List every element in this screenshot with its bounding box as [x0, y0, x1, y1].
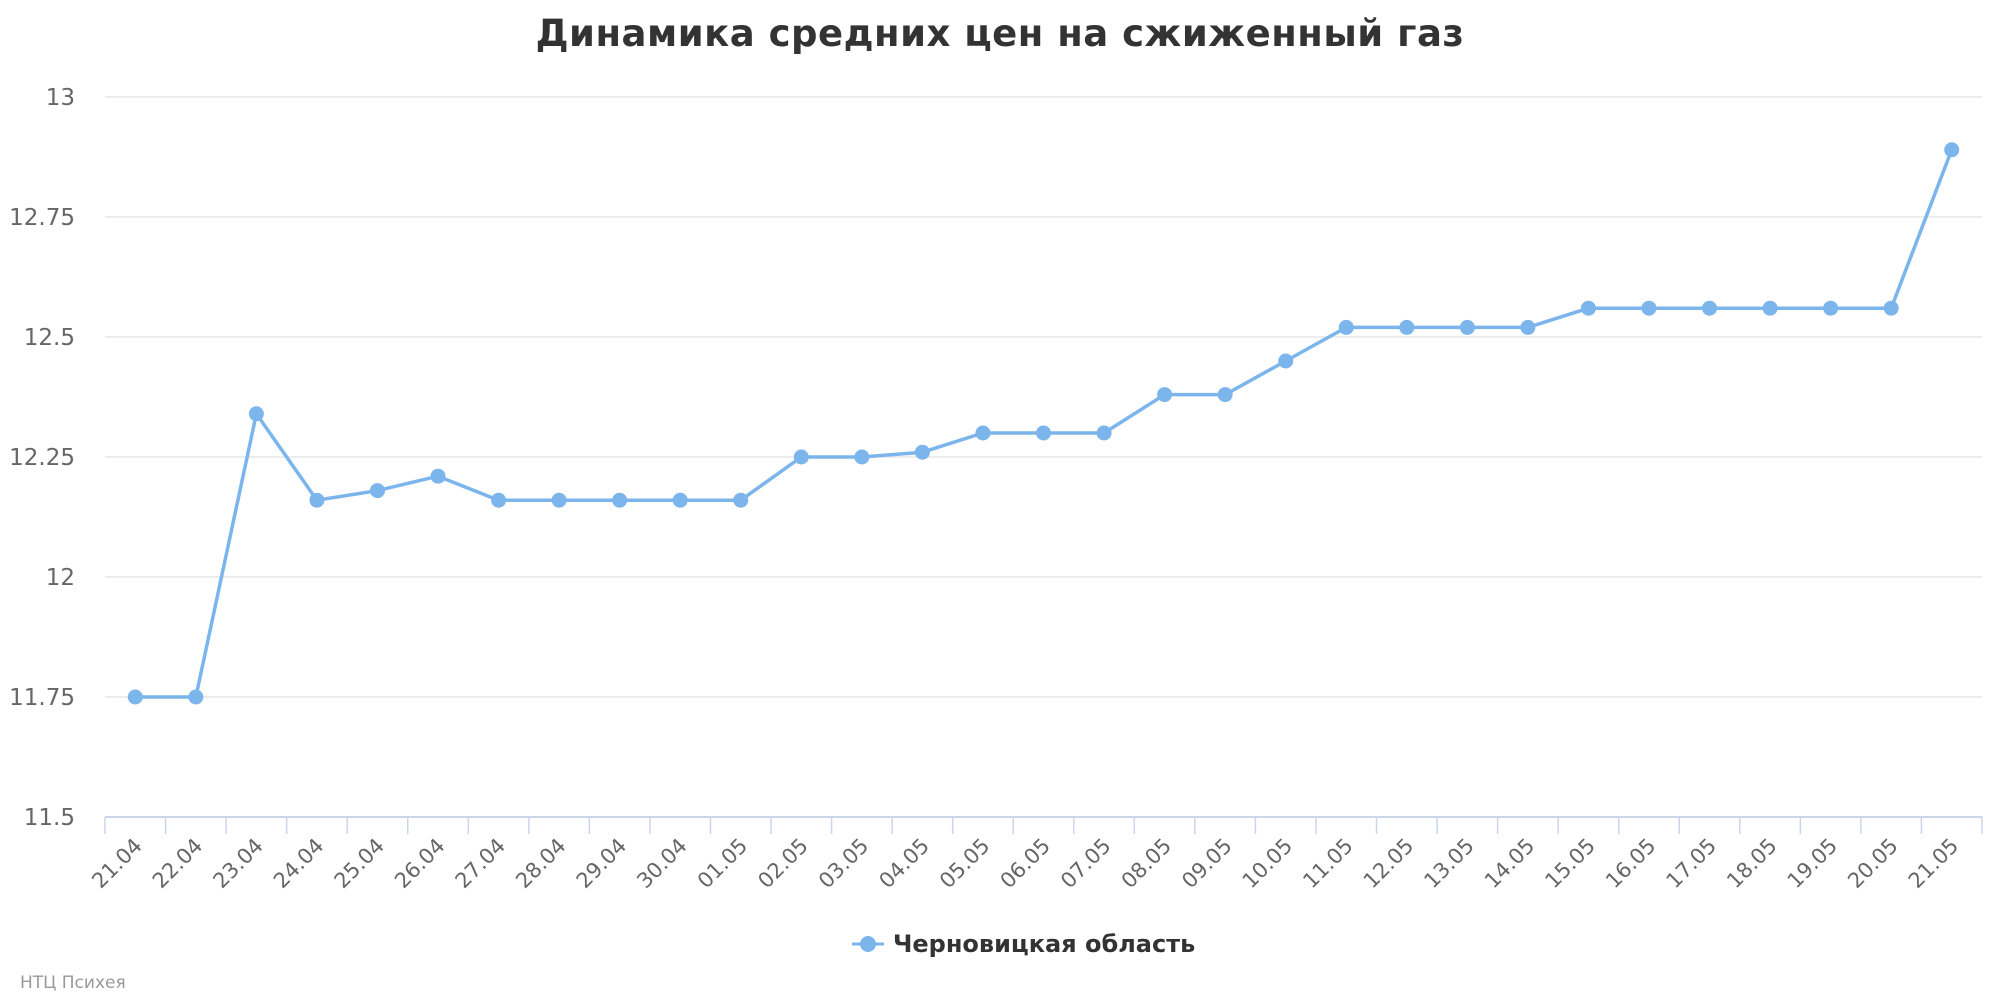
y-tick-label: 11.5 [24, 805, 75, 831]
credit-label[interactable]: НТЦ Психея [20, 973, 126, 993]
data-point[interactable] [854, 449, 870, 465]
x-tick-label: 12.05 [1359, 834, 1418, 893]
x-tick-label: 05.05 [935, 834, 994, 893]
x-tick-label: 11.05 [1298, 834, 1357, 893]
series-plot [127, 142, 1960, 705]
x-tick-label: 24.04 [269, 834, 328, 893]
legend-label: Черновицкая область [893, 930, 1195, 958]
legend-symbol-marker [860, 936, 876, 952]
x-axis: 21.04 22.04 23.04 24.04 25.04 26.04 27.04 28.04… [87, 816, 1983, 893]
x-tick-label: 26.04 [390, 834, 449, 893]
x-tick-label: 07.05 [1056, 834, 1115, 893]
data-point[interactable] [1762, 300, 1778, 316]
x-tick-label: 21.04 [87, 834, 146, 893]
y-tick-label: 12.5 [24, 325, 75, 351]
x-tick-label: 15.05 [1540, 834, 1599, 893]
legend[interactable]: Черновицкая область [852, 930, 1195, 958]
data-point[interactable] [793, 449, 809, 465]
data-point[interactable] [975, 425, 991, 441]
x-tick-label: 19.05 [1783, 834, 1842, 893]
x-tick-label: 02.05 [753, 834, 812, 893]
series-line [133, 148, 1954, 699]
x-tick-label: 27.04 [451, 834, 510, 893]
y-tick-label: 13 [46, 85, 75, 111]
data-point[interactable] [1338, 319, 1354, 335]
x-tick-label: 14.05 [1480, 834, 1539, 893]
data-point[interactable] [1702, 300, 1718, 316]
x-tick-label: 16.05 [1601, 834, 1660, 893]
chart-title: Динамика средних цен на сжиженный газ [536, 12, 1465, 55]
x-tick-label: 28.04 [511, 834, 570, 893]
data-point[interactable] [1217, 387, 1233, 403]
y-tick-label: 12.75 [9, 205, 75, 231]
x-tick-label: 18.05 [1722, 834, 1781, 893]
x-tick-label: 29.04 [572, 834, 631, 893]
x-tick-label: 22.04 [148, 834, 207, 893]
data-point[interactable] [1580, 300, 1596, 316]
x-tick-label: 09.05 [1177, 834, 1236, 893]
x-tick-label: 23.04 [208, 834, 267, 893]
x-tick-label: 17.05 [1662, 834, 1721, 893]
data-point[interactable] [309, 492, 325, 508]
data-point[interactable] [672, 492, 688, 508]
data-point[interactable] [127, 689, 143, 705]
data-point[interactable] [551, 492, 567, 508]
grid-lines [105, 96, 1982, 698]
data-point[interactable] [733, 492, 749, 508]
data-point[interactable] [1883, 300, 1899, 316]
y-tick-label: 11.75 [9, 685, 75, 711]
x-tick-label: 03.05 [814, 834, 873, 893]
data-point[interactable] [369, 483, 385, 499]
data-point[interactable] [914, 444, 930, 460]
x-tick-label: 30.04 [632, 834, 691, 893]
data-point[interactable] [612, 492, 628, 508]
data-point[interactable] [1823, 300, 1839, 316]
x-tick-label: 21.05 [1904, 834, 1963, 893]
y-tick-label: 12.25 [9, 445, 75, 471]
data-point[interactable] [1096, 425, 1112, 441]
y-axis: 11.5 11.75 12 12.25 12.5 12.75 13 [9, 85, 75, 831]
x-tick-label: 13.05 [1419, 834, 1478, 893]
data-point[interactable] [430, 468, 446, 484]
data-point[interactable] [188, 689, 204, 705]
x-tick-label: 10.05 [1238, 834, 1297, 893]
data-point[interactable] [1399, 319, 1415, 335]
data-point[interactable] [1944, 142, 1960, 158]
data-point[interactable] [1157, 387, 1173, 403]
data-point[interactable] [1278, 353, 1294, 369]
x-tick-label: 04.05 [874, 834, 933, 893]
data-point[interactable] [1459, 319, 1475, 335]
x-tick-label: 01.05 [693, 834, 752, 893]
x-tick-label: 25.04 [330, 834, 389, 893]
data-point[interactable] [248, 406, 264, 422]
data-point[interactable] [491, 492, 507, 508]
data-point[interactable] [1036, 425, 1051, 441]
x-tick-label: 06.05 [996, 834, 1055, 893]
data-point[interactable] [1641, 300, 1657, 316]
x-tick-label: 20.05 [1843, 834, 1902, 893]
data-point[interactable] [1520, 319, 1536, 335]
x-tick-label: 08.05 [1117, 834, 1176, 893]
y-tick-label: 12 [46, 565, 75, 591]
